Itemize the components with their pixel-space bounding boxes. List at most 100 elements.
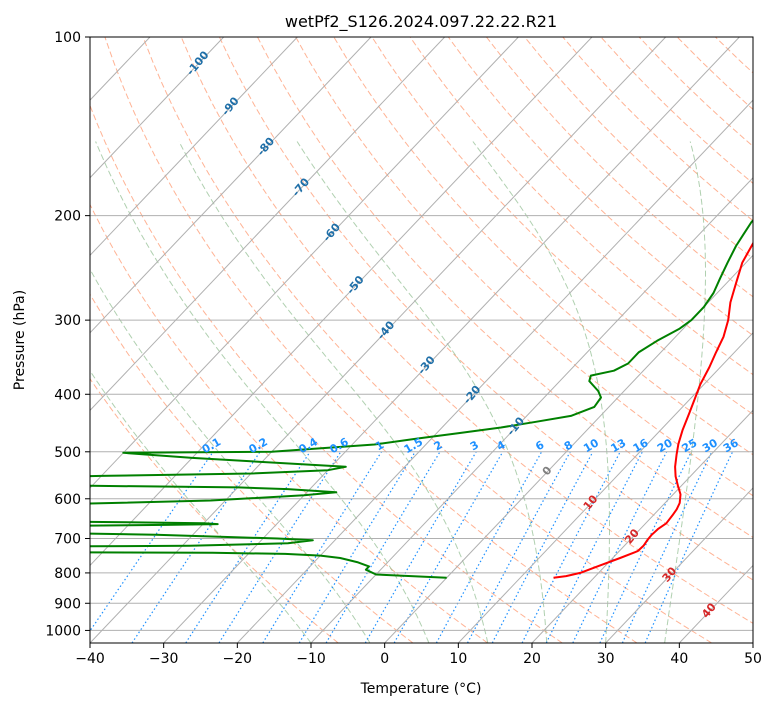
isotherm-line xyxy=(90,37,372,334)
mixing-ratio-line xyxy=(90,451,214,632)
isotherm-line xyxy=(605,487,753,643)
mixing-ratio-label: 25 xyxy=(680,436,700,455)
mixing-ratio-line xyxy=(521,451,621,643)
y-tick-label: 700 xyxy=(54,532,81,548)
dry-adiabat-line xyxy=(257,37,753,539)
dry-adiabat-line xyxy=(104,37,638,643)
profile-series xyxy=(90,218,753,579)
isotherm-line xyxy=(236,99,753,643)
dry-adiabat-line xyxy=(754,37,775,643)
isotherm-label: -50 xyxy=(344,273,367,297)
dry-adiabat-line xyxy=(409,37,753,376)
x-axis-label: Temperature (°C) xyxy=(360,681,482,697)
moist-adiabat-line xyxy=(178,141,489,643)
dry-adiabat-line xyxy=(180,37,753,624)
mixing-ratio-label: 0.4 xyxy=(297,435,321,456)
moist-adiabat-line xyxy=(472,141,610,643)
isotherm-line xyxy=(90,37,446,412)
dry-adiabat-line xyxy=(524,37,753,260)
dry-adiabat-line xyxy=(142,37,712,643)
plot-frame xyxy=(89,36,754,644)
x-tick-label: 10 xyxy=(449,651,467,667)
y-tick-label: 100 xyxy=(54,30,81,46)
mixing-ratio-label: 3 xyxy=(468,438,481,453)
mixing-ratio-line xyxy=(131,451,261,643)
isotherm-line xyxy=(90,37,298,257)
mixing-ratio-line xyxy=(325,451,441,643)
isotherm-line xyxy=(90,37,225,179)
line-annotations: 0.1 0.2 0.4 0.6 1 1.5 2 3 4 6 8 10 13 16 20 25 30 36-100-… xyxy=(184,48,741,620)
isotherm-line xyxy=(0,37,3,643)
dry-adiabat-line xyxy=(295,37,753,497)
isotherm-line xyxy=(752,642,753,643)
isotherm-label: 10 xyxy=(581,492,601,512)
isotherm-label: -10 xyxy=(504,414,527,438)
isotherm-label: -80 xyxy=(254,135,277,159)
dry-adiabat-line xyxy=(333,37,753,456)
isotherm-label: -70 xyxy=(289,175,312,199)
mixing-ratio-lines xyxy=(90,451,734,643)
mixing-ratio-line xyxy=(218,451,342,643)
dry-adiabat-line xyxy=(90,104,563,643)
isotherm-label: -40 xyxy=(375,318,398,342)
dry-adiabat-line xyxy=(90,203,488,643)
x-tick-label: −10 xyxy=(296,651,326,667)
isotherm-label: -20 xyxy=(461,383,484,407)
y-tick-label: 400 xyxy=(54,387,81,403)
mixing-ratio-label: 20 xyxy=(655,436,675,455)
x-tick-label: 30 xyxy=(597,651,615,667)
mixing-ratio-label: 16 xyxy=(631,436,651,455)
isotherm-line xyxy=(457,332,753,643)
mixing-ratio-label: 6 xyxy=(533,438,546,453)
dry-adiabat-line xyxy=(486,37,753,298)
isotherm-line xyxy=(163,37,740,643)
y-axis-ticks: 100 200 300 400 500 600 700 800 900 1000 xyxy=(45,30,90,639)
isotherm-label: 30 xyxy=(660,564,680,584)
mixing-ratio-label: 2 xyxy=(432,438,445,453)
x-tick-label: 20 xyxy=(523,651,541,667)
mixing-ratio-line xyxy=(185,451,311,643)
isotherm-label: -30 xyxy=(415,353,438,377)
dry-adiabat-line xyxy=(218,37,753,581)
mixing-ratio-line xyxy=(466,451,571,643)
y-axis-label: Pressure (hPa) xyxy=(12,290,28,390)
isotherm-label: -90 xyxy=(219,94,242,118)
y-tick-label: 200 xyxy=(54,209,81,225)
plot-area xyxy=(0,37,775,643)
isotherm-line xyxy=(531,409,753,643)
mixing-ratio-line xyxy=(572,451,668,643)
x-tick-label: −40 xyxy=(75,651,105,667)
isotherm-line xyxy=(310,177,753,643)
dry-adiabat-line xyxy=(600,37,753,184)
dry-adiabat-line xyxy=(447,37,753,337)
mixing-ratio-label: 8 xyxy=(562,438,575,453)
x-axis-ticks: −40 −30 −20 −10 0 10 20 30 40 50 xyxy=(75,643,762,667)
mixing-ratio-line xyxy=(621,451,713,643)
y-tick-label: 500 xyxy=(54,445,81,461)
y-tick-label: 300 xyxy=(54,313,81,329)
dewpoint-line xyxy=(90,218,753,579)
dry-adiabat-line xyxy=(715,37,753,74)
x-tick-label: 50 xyxy=(744,651,762,667)
x-tick-label: −30 xyxy=(149,651,179,667)
y-tick-label: 600 xyxy=(54,492,81,508)
isotherm-line xyxy=(384,254,753,643)
isotherm-label: -60 xyxy=(320,220,343,244)
mixing-ratio-label: 36 xyxy=(721,436,741,455)
chart-title: wetPf2_S126.2024.097.22.22.R21 xyxy=(285,12,557,32)
mixing-ratio-line xyxy=(435,451,543,643)
mixing-ratio-label: 0.6 xyxy=(327,435,351,456)
moist-adiabat-line xyxy=(95,141,430,643)
isotherm-label: 20 xyxy=(622,526,642,546)
pressure-grid xyxy=(90,37,753,631)
temperature-line xyxy=(553,241,753,579)
x-tick-label: 0 xyxy=(380,651,389,667)
x-tick-label: 40 xyxy=(670,651,688,667)
mixing-ratio-line xyxy=(298,451,416,643)
y-tick-label: 900 xyxy=(54,596,81,612)
isotherm-line xyxy=(90,37,519,489)
isotherm-line xyxy=(90,37,667,643)
x-tick-label: −20 xyxy=(223,651,253,667)
isotherm-grid xyxy=(0,37,753,643)
